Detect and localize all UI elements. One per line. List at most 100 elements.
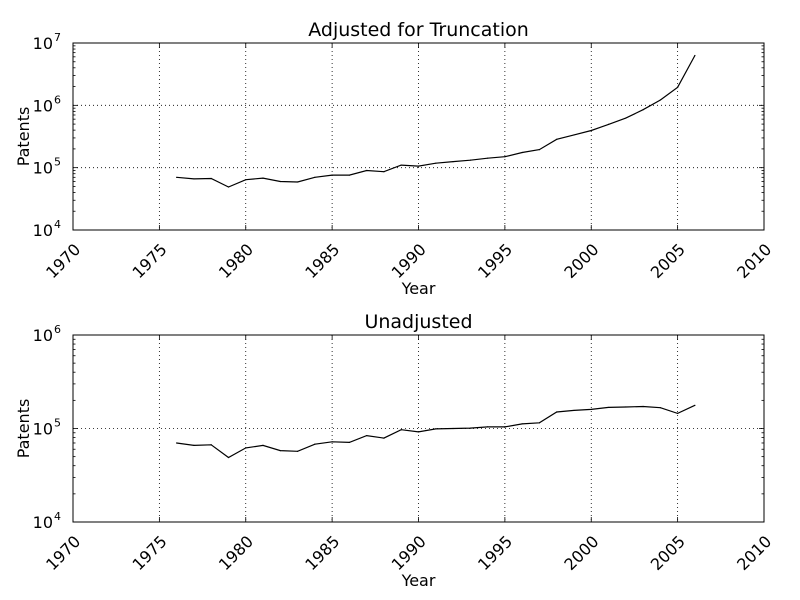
- data-point: [573, 134, 575, 136]
- data-point: [331, 174, 333, 176]
- data-point: [504, 156, 506, 158]
- data-point: [694, 54, 696, 57]
- plot-frame: [72, 334, 765, 523]
- data-point: [538, 148, 541, 151]
- data-point: [262, 177, 264, 179]
- y-tick-label-exponent: 6: [54, 93, 61, 106]
- y-tick-label-exponent: 4: [54, 218, 61, 231]
- data-point: [469, 159, 471, 161]
- data-point: [400, 164, 402, 166]
- x-axis-label: Year: [401, 571, 436, 590]
- data-point: [435, 428, 437, 430]
- x-tick-label: 2000: [560, 240, 602, 282]
- data-point: [521, 151, 523, 154]
- data-point: [452, 161, 454, 163]
- data-point: [296, 450, 299, 452]
- data-point: [677, 86, 679, 88]
- data-point: [694, 404, 696, 406]
- x-tick-label: 1970: [42, 240, 84, 282]
- data-point: [590, 129, 592, 132]
- data-point: [607, 123, 610, 125]
- y-tick-label-exponent: 5: [54, 417, 61, 430]
- x-axis-label: Year: [401, 279, 436, 298]
- series-line: [176, 404, 696, 459]
- data-point: [262, 444, 264, 446]
- data-point: [193, 444, 195, 446]
- data-point: [625, 406, 627, 408]
- data-point: [227, 186, 230, 188]
- y-tick-label: 10: [33, 221, 53, 240]
- x-tick-label: 1985: [301, 532, 343, 574]
- y-tick-label: 10: [33, 34, 53, 53]
- x-tick-label: 1990: [388, 240, 430, 282]
- data-point: [366, 434, 368, 437]
- x-tick-label: 2000: [560, 532, 602, 574]
- data-point: [677, 412, 679, 415]
- data-point: [417, 165, 420, 167]
- data-point: [366, 169, 368, 172]
- data-point: [625, 117, 627, 119]
- data-point: [469, 427, 471, 429]
- x-tick-label: 1985: [301, 240, 343, 282]
- data-point: [417, 431, 420, 433]
- x-tick-label: 1980: [215, 240, 257, 282]
- x-tick-label: 1980: [215, 532, 257, 574]
- x-tick-label: 1975: [128, 532, 170, 574]
- y-tick-label: 10: [33, 159, 53, 178]
- data-point: [176, 442, 178, 444]
- x-tick-label: 1975: [128, 240, 170, 282]
- x-tick-label: 1970: [42, 532, 84, 574]
- data-point: [193, 178, 195, 180]
- data-point: [642, 405, 644, 408]
- data-point: [659, 99, 661, 101]
- data-point: [642, 109, 644, 111]
- x-tick-label: 2010: [733, 240, 775, 282]
- y-tick-label: 10: [33, 420, 53, 439]
- data-point: [296, 181, 299, 183]
- data-point: [279, 180, 281, 183]
- data-point: [607, 406, 610, 409]
- data-point: [383, 437, 385, 439]
- x-tick-label: 2005: [647, 240, 689, 282]
- data-point: [245, 447, 247, 449]
- data-point: [556, 138, 558, 140]
- data-point: [227, 456, 230, 459]
- data-point: [314, 443, 316, 445]
- data-point: [487, 157, 489, 159]
- plot-frame: [72, 42, 765, 231]
- y-tick-label-exponent: 7: [54, 31, 61, 44]
- chart-panel-unadjusted: Unadjusted 1970 1975 1980 1985 1990 1995 2000 20…: [14, 311, 775, 590]
- data-point: [590, 408, 592, 411]
- chart-title: Unadjusted: [364, 311, 472, 333]
- data-point: [521, 423, 523, 425]
- y-tick-label-exponent: 6: [54, 323, 61, 336]
- data-point: [383, 171, 385, 173]
- data-point: [176, 176, 178, 178]
- data-point: [348, 174, 350, 176]
- y-axis-label: Patents: [14, 399, 33, 459]
- data-point: [400, 429, 402, 431]
- chart-panel-adjusted: Adjusted for Truncation 1970 1975 1980 1985 1…: [14, 19, 775, 298]
- data-point: [245, 179, 247, 181]
- x-tick-label: 2010: [733, 532, 775, 574]
- data-point: [210, 444, 212, 446]
- data-point: [435, 162, 437, 164]
- data-point: [210, 177, 212, 180]
- x-tick-label: 1990: [388, 532, 430, 574]
- data-point: [659, 407, 661, 409]
- data-point: [538, 422, 541, 424]
- data-point: [279, 450, 281, 452]
- y-tick-label: 10: [33, 96, 53, 115]
- y-tick-label-exponent: 4: [54, 510, 61, 523]
- data-point: [314, 176, 316, 178]
- data-point: [348, 441, 350, 444]
- data-point: [331, 441, 333, 443]
- x-tick-label: 1995: [474, 532, 516, 574]
- y-tick-label: 10: [33, 326, 53, 345]
- data-point: [452, 427, 454, 430]
- data-point: [487, 426, 489, 428]
- chart-title: Adjusted for Truncation: [308, 19, 529, 41]
- y-tick-label-exponent: 5: [54, 156, 61, 169]
- data-point: [556, 411, 558, 413]
